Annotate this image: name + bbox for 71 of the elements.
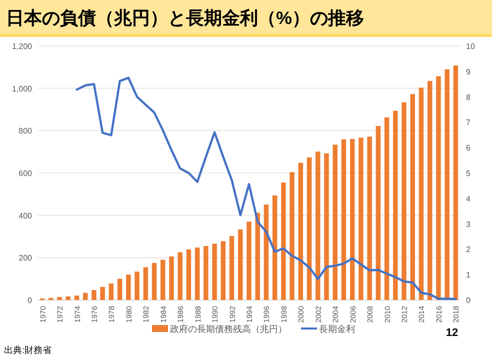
chart-title: 日本の負債（兆円）と長期金利（%）の推移 [6, 8, 364, 28]
legend-label: 政府の長期債務残高（兆円） [170, 324, 287, 334]
bar [212, 244, 217, 300]
y2-tick-label: 10 [466, 42, 476, 51]
legend-label: 長期金利 [319, 324, 355, 334]
bar [324, 153, 329, 300]
y2-tick-label: 2 [466, 245, 471, 254]
bar [143, 267, 148, 300]
bar [108, 283, 114, 300]
y2-tick-label: 8 [466, 92, 471, 102]
bar [298, 162, 304, 300]
y2-tick-label: 7 [466, 118, 471, 128]
bar [418, 88, 424, 300]
y-tick-label: 0 [28, 296, 33, 305]
bar [376, 126, 381, 300]
y2-tick-label: 3 [466, 220, 471, 229]
bar [57, 297, 62, 300]
bar [384, 117, 390, 300]
bar [160, 260, 166, 300]
y2-tick-label: 4 [466, 194, 471, 204]
bar [83, 292, 88, 300]
bar [358, 138, 364, 300]
bar [229, 236, 234, 300]
y2-tick-label: 6 [466, 144, 471, 153]
bar [410, 94, 415, 300]
bar [281, 182, 286, 300]
y2-tick-label: 9 [466, 67, 471, 76]
bar [126, 274, 131, 300]
bar [306, 157, 312, 300]
line-series [76, 76, 457, 300]
bar [238, 230, 243, 300]
bar [152, 262, 157, 300]
bar [393, 110, 398, 300]
bar [204, 246, 208, 300]
bar [169, 256, 174, 300]
bar [444, 69, 450, 300]
bar [272, 195, 278, 300]
bar [341, 139, 346, 300]
bar [427, 80, 432, 300]
bar [220, 241, 226, 300]
bar [100, 286, 105, 300]
bar [92, 290, 96, 300]
bar [264, 204, 269, 300]
y2-tick-label: 1 [466, 270, 471, 280]
bar [66, 296, 71, 300]
bar [194, 248, 200, 300]
bar [290, 172, 294, 300]
bar [255, 212, 260, 300]
bar [186, 249, 192, 300]
bar [453, 65, 458, 300]
y-tick-label: 400 [18, 211, 33, 220]
bar [74, 296, 80, 300]
y-tick-label: 200 [18, 254, 33, 263]
text: 12 [446, 327, 458, 339]
y-tick-label: 1,200 [12, 42, 33, 51]
bar [332, 144, 338, 300]
y-tick-label: 600 [18, 169, 33, 178]
bar [316, 152, 320, 300]
bar [178, 252, 182, 300]
y2-tick-label: 0 [466, 296, 471, 305]
y2-tick-label: 5 [466, 169, 471, 178]
bar [246, 222, 252, 300]
bar [402, 102, 406, 300]
bar [367, 136, 372, 300]
bar [117, 278, 122, 300]
y-tick-label: 1,000 [12, 84, 33, 94]
source-note: 出典:財務省 [4, 345, 52, 355]
bar [350, 138, 355, 300]
bar [436, 76, 441, 300]
bar [134, 272, 140, 300]
y-tick-label: 800 [18, 126, 33, 136]
